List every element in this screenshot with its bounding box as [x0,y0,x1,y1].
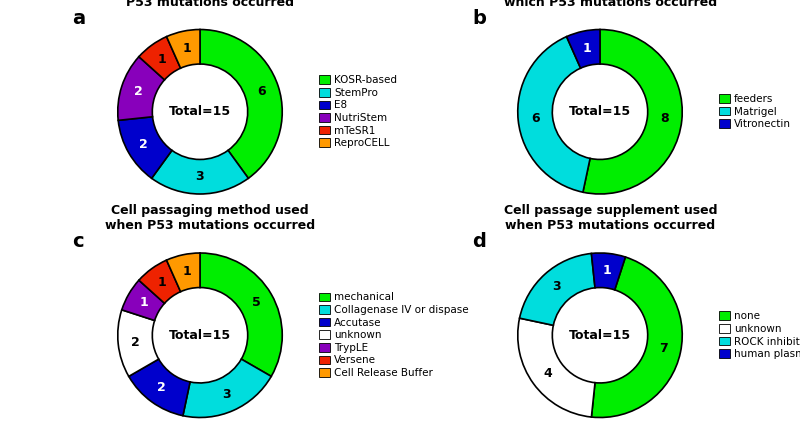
Legend: feeders, Matrigel, Vitronectin: feeders, Matrigel, Vitronectin [718,93,792,131]
Text: 1: 1 [158,53,166,66]
Legend: mechanical, Collagenase IV or dispase, Accutase, unknown, TrypLE, Versene, Cell : mechanical, Collagenase IV or dispase, A… [318,291,470,379]
Text: 1: 1 [602,264,611,277]
Wedge shape [152,150,248,194]
Text: 1: 1 [158,276,166,289]
Wedge shape [122,280,165,320]
Wedge shape [166,30,200,68]
Wedge shape [166,253,200,292]
Text: 3: 3 [552,280,561,294]
Text: 2: 2 [134,85,142,98]
Title: Tissue culture media in which
P53 mutations occurred: Tissue culture media in which P53 mutati… [106,0,314,9]
Wedge shape [139,37,181,80]
Wedge shape [519,253,595,325]
Wedge shape [200,253,282,376]
Wedge shape [591,253,626,290]
Text: Total=15: Total=15 [169,329,231,342]
Text: 5: 5 [252,296,261,309]
Text: 8: 8 [660,112,669,125]
Text: d: d [473,232,486,252]
Title: Tissue culture substrates in
which P53 mutations occurred: Tissue culture substrates in which P53 m… [504,0,717,9]
Title: Cell passaging method used
when P53 mutations occurred: Cell passaging method used when P53 muta… [106,204,315,232]
Text: b: b [473,9,486,28]
Wedge shape [118,310,158,376]
Wedge shape [591,257,682,417]
Wedge shape [518,37,590,192]
Wedge shape [518,318,595,417]
Text: Total=15: Total=15 [169,105,231,118]
Text: 2: 2 [139,138,148,151]
Text: 1: 1 [139,296,148,309]
Text: 6: 6 [258,85,266,98]
Text: 7: 7 [659,342,668,355]
Wedge shape [129,359,190,416]
Text: 1: 1 [182,42,191,55]
Text: 1: 1 [182,265,191,278]
Legend: KOSR-based, StemPro, E8, NutriStem, mTeSR1, ReproCELL: KOSR-based, StemPro, E8, NutriStem, mTeS… [318,74,398,149]
Wedge shape [566,30,600,68]
Text: Total=15: Total=15 [569,105,631,118]
Text: 2: 2 [131,336,140,349]
Text: a: a [73,9,86,28]
Wedge shape [118,117,172,178]
Legend: none, unknown, ROCK inhibitor, human plasma: none, unknown, ROCK inhibitor, human pla… [718,310,800,360]
Wedge shape [183,359,271,417]
Wedge shape [139,260,181,304]
Wedge shape [583,30,682,194]
Text: 3: 3 [222,388,230,401]
Text: 4: 4 [543,367,552,380]
Text: 6: 6 [531,112,540,125]
Wedge shape [200,30,282,178]
Text: Total=15: Total=15 [569,329,631,342]
Wedge shape [118,57,165,120]
Text: 2: 2 [158,381,166,394]
Text: 3: 3 [196,170,204,183]
Text: c: c [73,232,84,252]
Title: Cell passage supplement used
when P53 mutations occurred: Cell passage supplement used when P53 mu… [503,204,717,232]
Text: 1: 1 [582,42,591,55]
